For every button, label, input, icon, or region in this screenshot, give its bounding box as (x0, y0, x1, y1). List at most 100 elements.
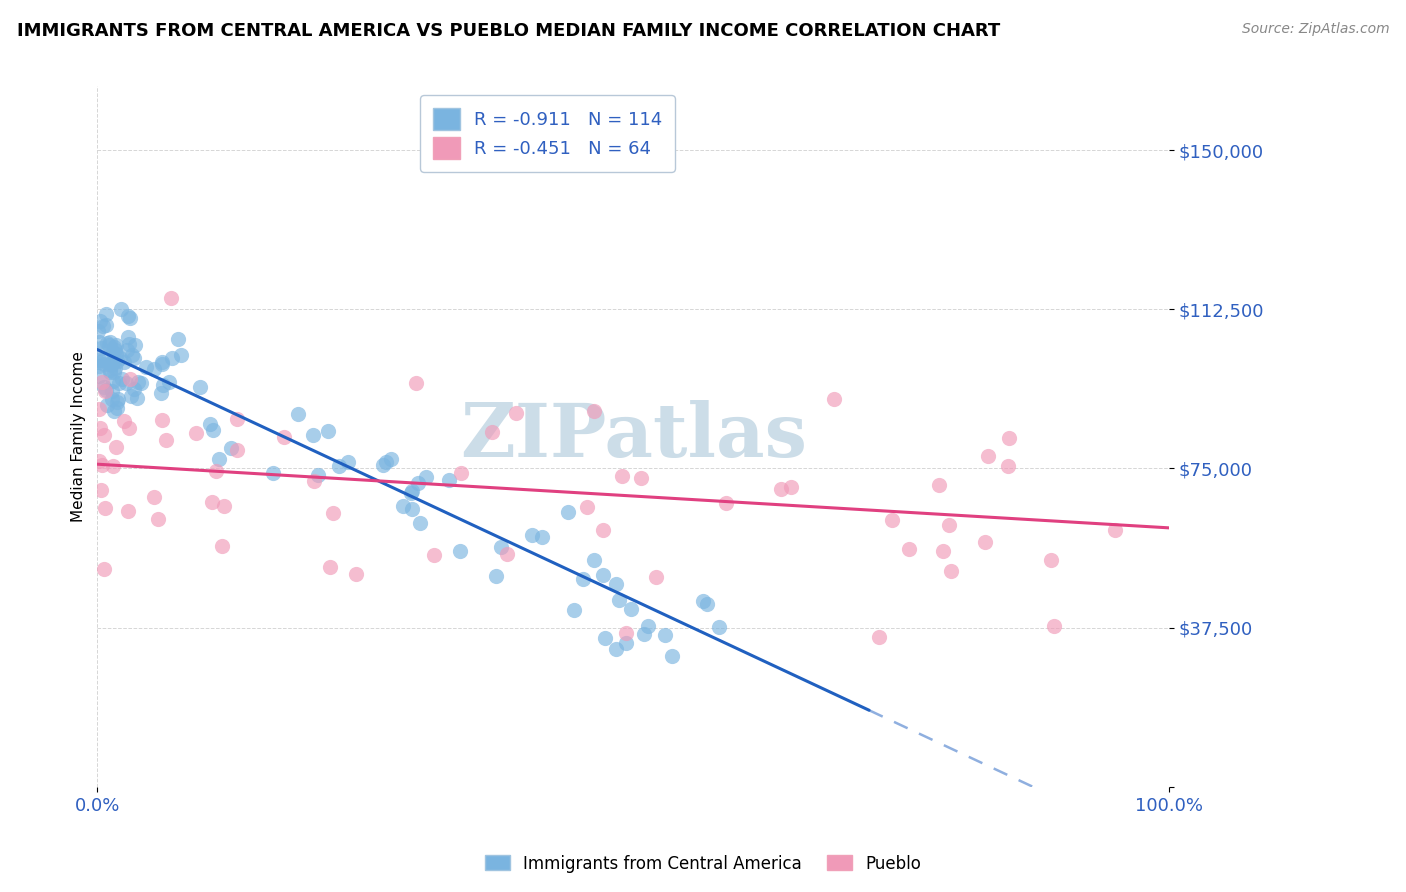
Point (122, 382, 145, 396)
Point (319, 560, 342, 574)
Point (107, 376, 129, 390)
Point (135, 359, 157, 374)
Point (607, 593, 630, 607)
Point (928, 478, 950, 492)
Point (211, 539, 233, 553)
Point (103, 345, 125, 359)
Point (998, 431, 1021, 445)
Point (101, 392, 124, 406)
Point (104, 360, 127, 375)
Point (98, 362, 121, 376)
Point (316, 424, 339, 438)
Point (637, 619, 659, 633)
Point (115, 376, 138, 390)
Point (91, 375, 114, 389)
Point (98, 357, 121, 371)
Point (117, 310, 139, 324)
Point (481, 425, 503, 440)
Point (205, 464, 228, 478)
Point (96, 318, 118, 332)
Point (103, 404, 125, 418)
Point (96, 398, 118, 412)
Point (89, 335, 111, 350)
Point (707, 620, 730, 634)
Point (307, 468, 329, 483)
Point (823, 392, 845, 406)
Point (120, 389, 142, 403)
Point (94, 384, 117, 398)
Point (932, 543, 955, 558)
Point (399, 486, 422, 500)
Point (94, 307, 117, 321)
Point (409, 516, 432, 530)
Point (112, 414, 135, 428)
Point (98, 334, 121, 349)
Point (101, 459, 124, 474)
Point (489, 540, 512, 554)
Point (202, 423, 225, 437)
Point (505, 406, 527, 420)
Point (111, 372, 134, 386)
Point (401, 484, 423, 499)
Point (880, 513, 903, 527)
Point (612, 468, 634, 483)
Point (630, 471, 652, 485)
Point (93, 379, 115, 393)
Point (437, 473, 460, 487)
Point (770, 483, 793, 497)
Point (98, 337, 121, 351)
Point (91, 352, 114, 367)
Point (104, 338, 127, 352)
Point (184, 425, 207, 440)
Point (160, 351, 183, 366)
Point (302, 428, 325, 442)
Point (146, 512, 169, 526)
Point (582, 404, 605, 418)
Point (89, 353, 111, 368)
Point (105, 354, 128, 368)
Point (225, 443, 247, 458)
Point (620, 602, 643, 616)
Point (198, 417, 221, 432)
Point (898, 541, 921, 556)
Point (661, 648, 683, 663)
Point (564, 602, 586, 616)
Text: ZIPatlas: ZIPatlas (460, 401, 807, 473)
Point (997, 458, 1019, 473)
Point (89, 453, 111, 467)
Point (118, 336, 141, 351)
Point (107, 392, 129, 406)
Point (344, 566, 367, 581)
Point (1104, 523, 1126, 537)
Point (93, 318, 115, 333)
Point (93, 357, 115, 371)
Point (571, 572, 593, 586)
Point (101, 374, 124, 388)
Point (485, 568, 508, 582)
Point (93, 428, 115, 442)
Point (150, 412, 173, 426)
Point (592, 523, 614, 537)
Point (90, 341, 112, 355)
Point (170, 348, 193, 362)
Point (450, 466, 472, 480)
Point (557, 505, 579, 519)
Point (157, 376, 180, 390)
Point (150, 357, 173, 371)
Point (974, 535, 997, 549)
Point (93, 562, 115, 576)
Point (90, 458, 112, 473)
Point (87, 324, 110, 338)
Legend: R = -0.911   N = 114, R = -0.451   N = 64: R = -0.911 N = 114, R = -0.451 N = 64 (420, 95, 675, 172)
Point (938, 518, 960, 533)
Point (118, 372, 141, 386)
Point (614, 625, 637, 640)
Point (633, 627, 655, 641)
Point (449, 543, 471, 558)
Point (159, 292, 181, 306)
Point (94, 500, 117, 515)
Point (96, 335, 118, 350)
Point (149, 386, 172, 401)
Point (302, 475, 325, 489)
Point (375, 455, 398, 469)
